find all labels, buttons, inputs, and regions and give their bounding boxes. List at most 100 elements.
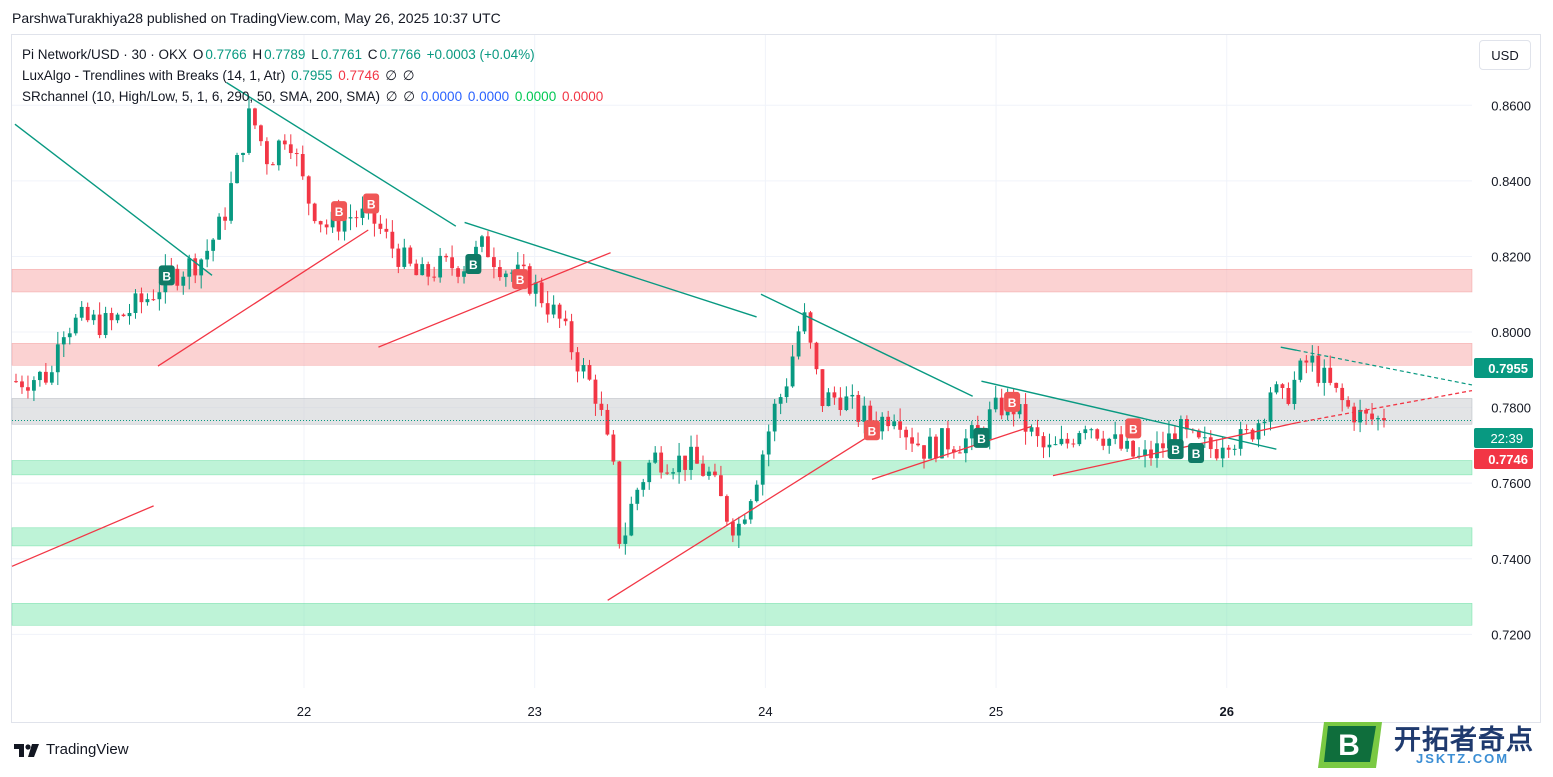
legend-open-value: 0.7766: [205, 47, 247, 62]
tradingview-brand[interactable]: TradingView: [14, 741, 129, 758]
candle-up: [402, 247, 407, 267]
candle-down: [904, 429, 908, 438]
resistance-zone: [11, 268, 1473, 293]
candle-up: [677, 455, 681, 473]
candle-up: [629, 503, 634, 536]
candle-down: [1173, 433, 1177, 445]
candle-up: [276, 140, 281, 166]
bull-break-marker: [973, 427, 990, 448]
support-zone: [11, 460, 1473, 476]
bear-break-marker: [331, 201, 348, 222]
down-trendline-projection: [1296, 349, 1473, 386]
candle-up: [480, 236, 484, 247]
candle-down: [259, 125, 263, 142]
legend-open-label: O: [192, 47, 204, 62]
candle-down: [563, 318, 568, 322]
candle-down: [336, 211, 341, 232]
candle-down: [1119, 434, 1124, 449]
candle-up: [1083, 429, 1088, 434]
legend-indicator1-row[interactable]: LuxAlgo - Trendlines with Breaks (14, 1,…: [22, 65, 605, 86]
candle-up: [1155, 443, 1159, 459]
candle-down: [820, 369, 825, 407]
candle-up: [1268, 392, 1273, 422]
candle-down: [934, 436, 938, 459]
candle-up: [1298, 360, 1303, 380]
currency-button[interactable]: USD: [1479, 40, 1531, 70]
upper-trend-price-tag: [1474, 358, 1533, 378]
candle-down: [730, 521, 735, 536]
candle-down: [20, 381, 24, 388]
candle-up: [1089, 429, 1094, 431]
candle-up: [671, 472, 676, 474]
candle-down: [599, 403, 604, 410]
support-zone: [11, 527, 1473, 547]
candle-down: [1334, 382, 1339, 388]
legend-indicator2-row[interactable]: SRchannel (10, High/Low, 5, 1, 6, 290, 5…: [22, 86, 605, 107]
watermark: B 开拓者奇点 JSKTZ.COM: [1312, 718, 1553, 772]
candle-up: [205, 250, 210, 260]
candle-up: [49, 372, 54, 383]
countdown-text: 22:39: [1490, 431, 1523, 446]
candle-down: [557, 304, 562, 319]
candle-down: [450, 257, 454, 269]
up-trendline: [871, 425, 1032, 481]
indicator2-name: SRchannel (10, High/Low, 5, 1, 6, 290, 5…: [22, 89, 380, 104]
candle-down: [151, 299, 156, 301]
candle-up: [1376, 418, 1380, 420]
countdown-tag: [1474, 428, 1533, 448]
up-trendline-projection: [1296, 389, 1473, 424]
candle-down: [1280, 384, 1285, 388]
candle-up: [778, 397, 783, 404]
candle-down: [14, 381, 18, 383]
candle-down: [999, 397, 1004, 416]
indicator1-value1: 0.7955: [291, 68, 333, 83]
candle-up: [623, 535, 628, 544]
candle-down: [701, 463, 705, 476]
candle-down: [713, 471, 717, 476]
candle-down: [832, 392, 837, 398]
legend-main-row[interactable]: Pi Network/USD · 30 · OKX O 0.7766 H 0.778…: [22, 44, 605, 65]
neutral-zone: [11, 398, 1473, 425]
candle-up: [928, 436, 932, 459]
candle-down: [1023, 404, 1028, 432]
y-tick-label: 0.7800: [1491, 401, 1531, 416]
candle-up: [766, 431, 771, 455]
candle-down: [97, 314, 102, 336]
candle-down: [378, 223, 383, 229]
y-tick-label: 0.8200: [1491, 249, 1531, 264]
candle-up: [1178, 419, 1183, 445]
candle-up: [37, 371, 42, 381]
candle-down: [264, 141, 269, 165]
y-tick-label: 0.8600: [1491, 98, 1531, 113]
candle-up: [1232, 448, 1237, 450]
candle-down: [575, 352, 580, 372]
candle-up: [420, 264, 425, 276]
tradingview-brand-text: TradingView: [46, 741, 129, 758]
bear-break-marker: [863, 420, 880, 441]
candle-up: [1059, 438, 1064, 445]
candle-down: [724, 496, 729, 522]
bull-break-marker: [465, 254, 482, 275]
support-zone: [11, 603, 1473, 626]
candle-up: [784, 386, 789, 398]
lower-trend-price-text: 0.7746: [1488, 452, 1528, 467]
lower-trend-price-tag: [1474, 449, 1533, 469]
candle-down: [444, 255, 449, 258]
candle-up: [802, 312, 807, 332]
watermark-logo-letter: B: [1338, 729, 1360, 762]
candle-up: [1310, 355, 1315, 363]
candle-down: [868, 405, 873, 423]
trendlines-layer: [11, 82, 1473, 601]
publisher-line: ParshwaTurakhiya28 published on TradingV…: [12, 10, 501, 26]
break-marker-label: B: [977, 432, 986, 446]
candle-down: [957, 452, 962, 454]
up-trendline: [378, 252, 611, 348]
candle-up: [127, 312, 132, 317]
candle-down: [922, 445, 926, 459]
candle-up: [509, 272, 514, 274]
candle-up: [32, 380, 36, 391]
candle-down: [223, 216, 227, 221]
candle-down: [121, 314, 126, 317]
